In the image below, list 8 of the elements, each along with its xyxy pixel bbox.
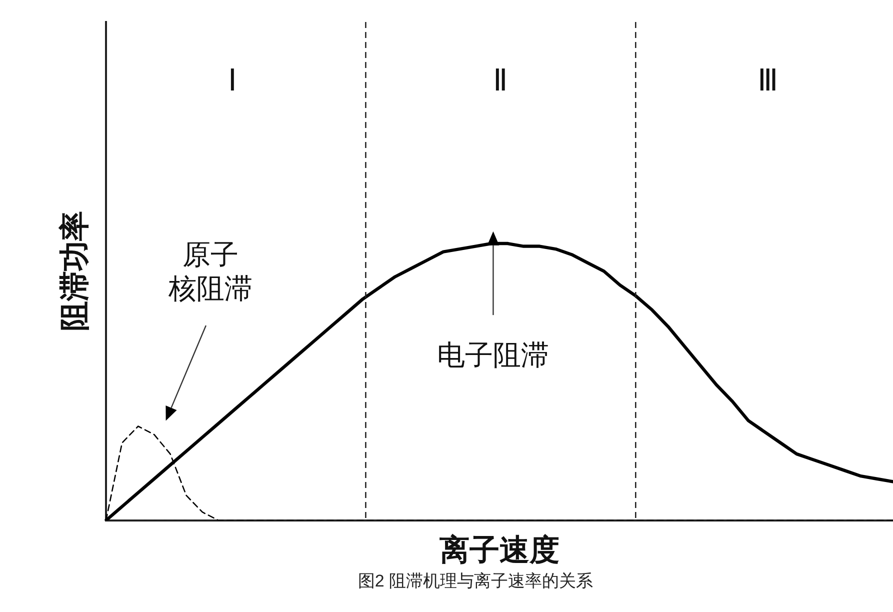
text: Ⅲ	[757, 64, 778, 98]
text: Ⅰ	[228, 64, 238, 98]
y-axis-title: 阻滞功率	[57, 211, 92, 332]
text: Ⅱ	[492, 64, 508, 98]
x-axis-title: 离子速度	[440, 532, 560, 567]
text: 图2 阻滞机理与离子速率的关系	[358, 571, 594, 590]
annotation: 原子核阻滞	[168, 238, 253, 304]
annotation: 电子阻滞	[437, 340, 550, 371]
